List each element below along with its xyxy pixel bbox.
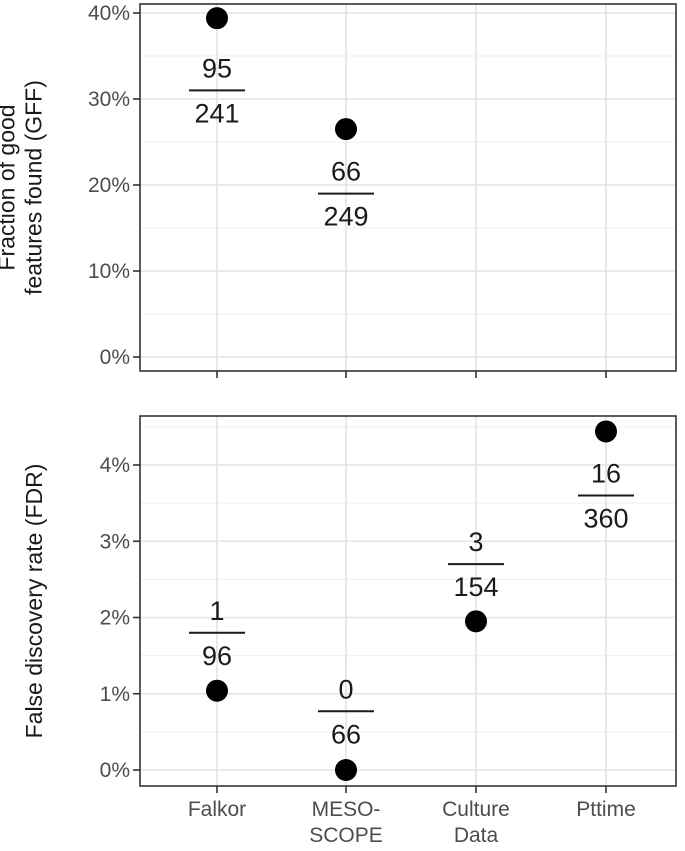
y-tick-label: 30% [88, 88, 130, 111]
fraction-denominator: 249 [323, 202, 368, 232]
y-axis-title: features found (GFF) [21, 80, 47, 295]
data-point [206, 7, 228, 30]
fraction-denominator: 360 [583, 504, 628, 534]
y-axis-title: Fraction of good [0, 104, 20, 270]
x-tick-label: SCOPE [309, 824, 383, 847]
y-tick-label: 0% [100, 346, 130, 369]
y-tick-label: 40% [88, 2, 130, 25]
panel-border [139, 3, 677, 372]
y-tick-label: 3% [100, 530, 130, 553]
y-tick-label: 2% [100, 607, 130, 630]
x-tick-label: Culture [442, 798, 510, 821]
panel-border [139, 415, 677, 787]
gff-panel: 0% 10% 20% 30% 40% Fraction of good features f… [0, 2, 677, 378]
fraction-numerator: 3 [468, 527, 483, 557]
fraction-numerator: 1 [209, 596, 224, 626]
data-point [595, 420, 617, 443]
y-tick-label: 20% [88, 174, 130, 197]
fraction-numerator: 66 [331, 157, 361, 187]
data-point [335, 759, 357, 781]
x-tick-label: MESO- [312, 798, 381, 821]
fraction-denominator: 96 [202, 641, 232, 671]
x-tick-label: Falkor [188, 798, 246, 821]
data-point [206, 679, 228, 702]
fraction-numerator: 95 [202, 53, 232, 83]
x-tick-label: Data [454, 824, 499, 847]
data-point [465, 610, 487, 633]
y-axis-title: False discovery rate (FDR) [21, 464, 47, 739]
y-tick-label: 4% [100, 454, 130, 477]
fdr-panel: 0% 1% 2% 3% 4% False discovery rate (FDR) Falk… [21, 415, 677, 847]
fraction-numerator: 16 [591, 459, 621, 489]
y-tick-label: 10% [88, 260, 130, 283]
x-tick-label: Pttime [576, 798, 636, 821]
y-tick-label: 1% [100, 683, 130, 706]
y-tick-label: 0% [100, 759, 130, 782]
fraction-denominator: 66 [331, 719, 361, 749]
fraction-denominator: 241 [194, 98, 239, 128]
fraction-numerator: 0 [338, 674, 353, 704]
fraction-denominator: 154 [453, 572, 498, 602]
data-point [335, 118, 357, 141]
